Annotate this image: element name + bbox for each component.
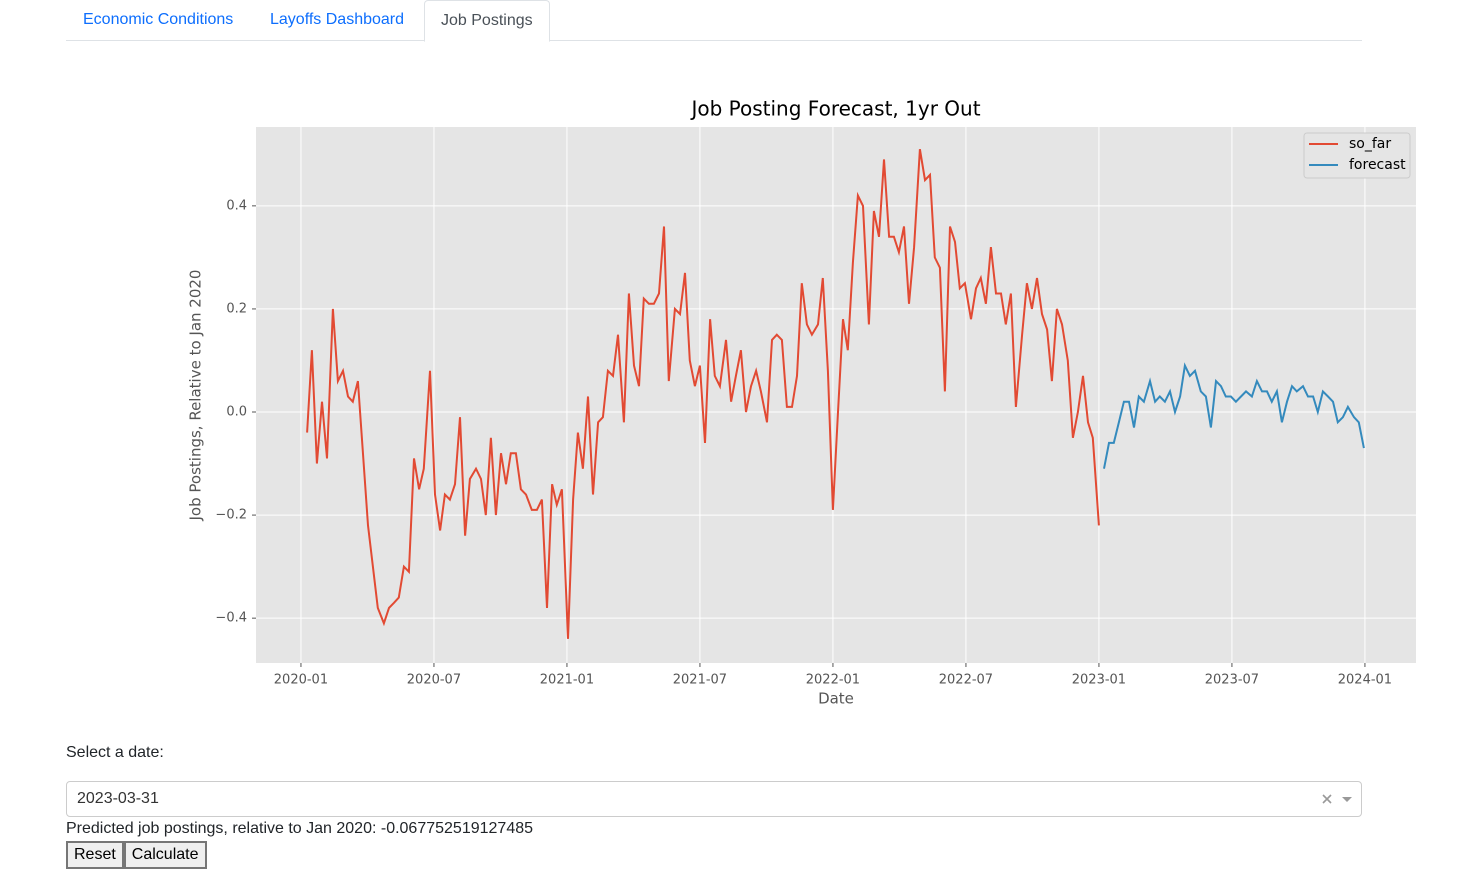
plot-area (256, 127, 1416, 663)
x-axis-label: Date (818, 690, 854, 708)
tab-active[interactable]: Job Postings (424, 0, 550, 42)
y-tick-label: −0.2 (215, 508, 247, 523)
x-tick-label: 2020-01 (274, 673, 328, 688)
tab-bar: Economic Conditions Layoffs Dashboard Jo… (66, 0, 1362, 42)
x-tick-label: 2022-07 (939, 673, 993, 688)
y-axis-label: Job Postings, Relative to Jan 2020 (187, 270, 205, 522)
caret-icon[interactable] (1342, 797, 1352, 802)
tab[interactable]: Layoffs Dashboard (270, 11, 405, 28)
legend: so_far forecast (1303, 132, 1411, 179)
x-tick-label: 2020-07 (407, 673, 461, 688)
legend-label: forecast (1349, 157, 1406, 173)
reset-button[interactable]: Reset (66, 841, 124, 869)
series-line (1103, 362, 1365, 469)
result-text: Predicted job postings, relative to Jan … (66, 820, 534, 837)
field-label: Select a date: (66, 744, 164, 761)
y-tick-label: 0.0 (226, 405, 247, 420)
chart: Job Posting Forecast, 1yr Out Date Job P… (187, 97, 1416, 708)
clear-icon[interactable] (1322, 794, 1332, 804)
button-row: Reset Calculate (66, 841, 207, 869)
y-tick-label: 0.2 (226, 301, 247, 316)
x-tick-label: 2021-01 (540, 673, 594, 688)
x-tick-label: 2021-07 (673, 673, 727, 688)
chart-title: Job Posting Forecast, 1yr Out (689, 97, 980, 121)
y-tick-label: −0.4 (215, 611, 247, 626)
legend-label: so_far (1349, 136, 1391, 152)
dropdown-controls (1322, 794, 1352, 804)
tab[interactable]: Economic Conditions (83, 11, 234, 28)
series-line (306, 149, 1100, 639)
y-tick-label: 0.4 (226, 198, 247, 213)
x-tick-label: 2023-01 (1072, 673, 1126, 688)
calculate-button[interactable]: Calculate (123, 841, 207, 869)
x-tick-label: 2023-07 (1205, 673, 1259, 688)
x-tick-label: 2024-01 (1338, 673, 1392, 688)
dropdown-value: 2023-03-31 (77, 790, 159, 807)
date-dropdown[interactable]: 2023-03-31 (66, 781, 1362, 817)
x-tick-label: 2022-01 (806, 673, 860, 688)
